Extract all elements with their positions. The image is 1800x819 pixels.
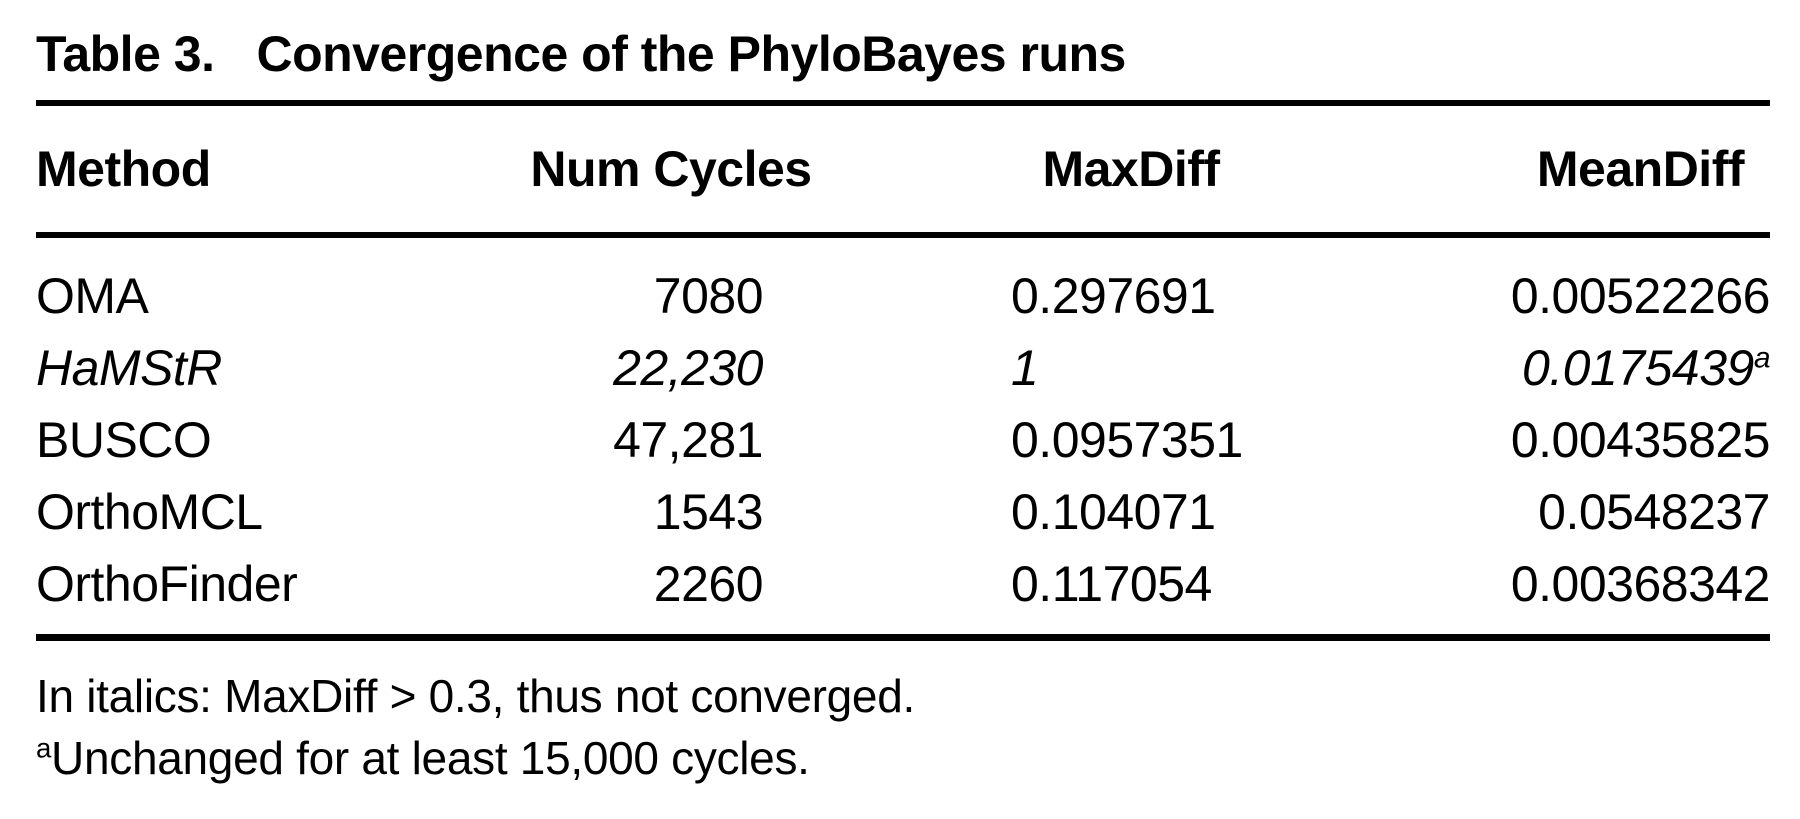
- cell-num-cycles: 1543: [653, 484, 764, 540]
- cell-num-cycles: 47,281: [613, 412, 763, 468]
- cell-meandiff: 0.00435825: [1251, 404, 1771, 476]
- cell-method: OrthoMCL: [36, 484, 263, 540]
- cell-maxdiff: 0.0957351: [1011, 412, 1243, 468]
- table-row-orthomcl: OrthoMCL 1543 0.104071 0.0548237: [36, 476, 1770, 548]
- meandiff-value: 0.00368342: [1510, 556, 1771, 612]
- meandiff-value: 0.00435825: [1510, 412, 1771, 468]
- meandiff-value: 0.00522266: [1510, 268, 1771, 324]
- cell-meandiff: 0.00522266: [1251, 235, 1771, 332]
- meandiff-value: 0.0548237: [1538, 484, 1770, 540]
- column-header-meandiff: MeanDiff: [1251, 106, 1770, 238]
- cell-num-cycles: 2260: [521, 548, 821, 641]
- cell-maxdiff: 1: [1011, 340, 1039, 396]
- convergence-table: Method Num Cycles MaxDiff MeanDiff OMA 7…: [36, 106, 1771, 641]
- cell-method: HaMStR: [36, 340, 222, 396]
- table-label: Table 3.: [36, 26, 215, 82]
- table-footnotes: In italics: MaxDiff > 0.3, thus not conv…: [36, 665, 1770, 789]
- column-header-num-cycles: Num Cycles: [521, 106, 821, 238]
- footnote-a-note: aUnchanged for at least 15,000 cycles.: [36, 727, 1770, 789]
- table-caption: Table 3. Convergence of the PhyloBayes ru…: [36, 24, 1770, 84]
- meandiff-value: 0.0175439: [1521, 340, 1754, 396]
- table-row-orthofinder: OrthoFinder 2260 0.117054 0.00368342: [36, 548, 1771, 641]
- footnote-marker: a: [1753, 341, 1771, 375]
- table-row-oma: OMA 7080 0.297691 0.00522266: [36, 235, 1771, 332]
- cell-maxdiff: 0.297691: [1011, 268, 1216, 324]
- cell-method: OrthoFinder: [36, 548, 521, 641]
- table-header-row: Method Num Cycles MaxDiff MeanDiff: [36, 106, 1770, 238]
- cell-method: BUSCO: [36, 412, 212, 468]
- column-header-method: Method: [36, 106, 521, 238]
- cell-meandiff: 0.0548237: [1251, 476, 1770, 548]
- top-rule: [36, 100, 1770, 106]
- cell-meandiff: 0.0175439a: [1251, 332, 1771, 404]
- footnote-italics-note: In italics: MaxDiff > 0.3, thus not conv…: [36, 665, 1770, 727]
- table-figure: Table 3. Convergence of the PhyloBayes ru…: [36, 24, 1771, 789]
- cell-maxdiff: 0.104071: [1011, 484, 1216, 540]
- column-header-maxdiff: MaxDiff: [821, 106, 1251, 238]
- cell-num-cycles: 22,230: [613, 340, 763, 396]
- cell-maxdiff: 0.117054: [821, 548, 1251, 641]
- cell-num-cycles: 7080: [653, 268, 764, 324]
- footnote-text: In italics: MaxDiff > 0.3, thus not conv…: [36, 670, 915, 722]
- footnote-a-marker: a: [36, 732, 52, 764]
- table-row-busco: BUSCO 47,281 0.0957351 0.00435825: [36, 404, 1771, 476]
- footnote-text: Unchanged for at least 15,000 cycles.: [51, 732, 810, 784]
- table-row-hamstr: HaMStR 22,230 1 0.0175439a: [36, 332, 1771, 404]
- cell-meandiff: 0.00368342: [1251, 548, 1771, 641]
- cell-method: OMA: [36, 268, 149, 324]
- table-title: Convergence of the PhyloBayes runs: [256, 26, 1126, 82]
